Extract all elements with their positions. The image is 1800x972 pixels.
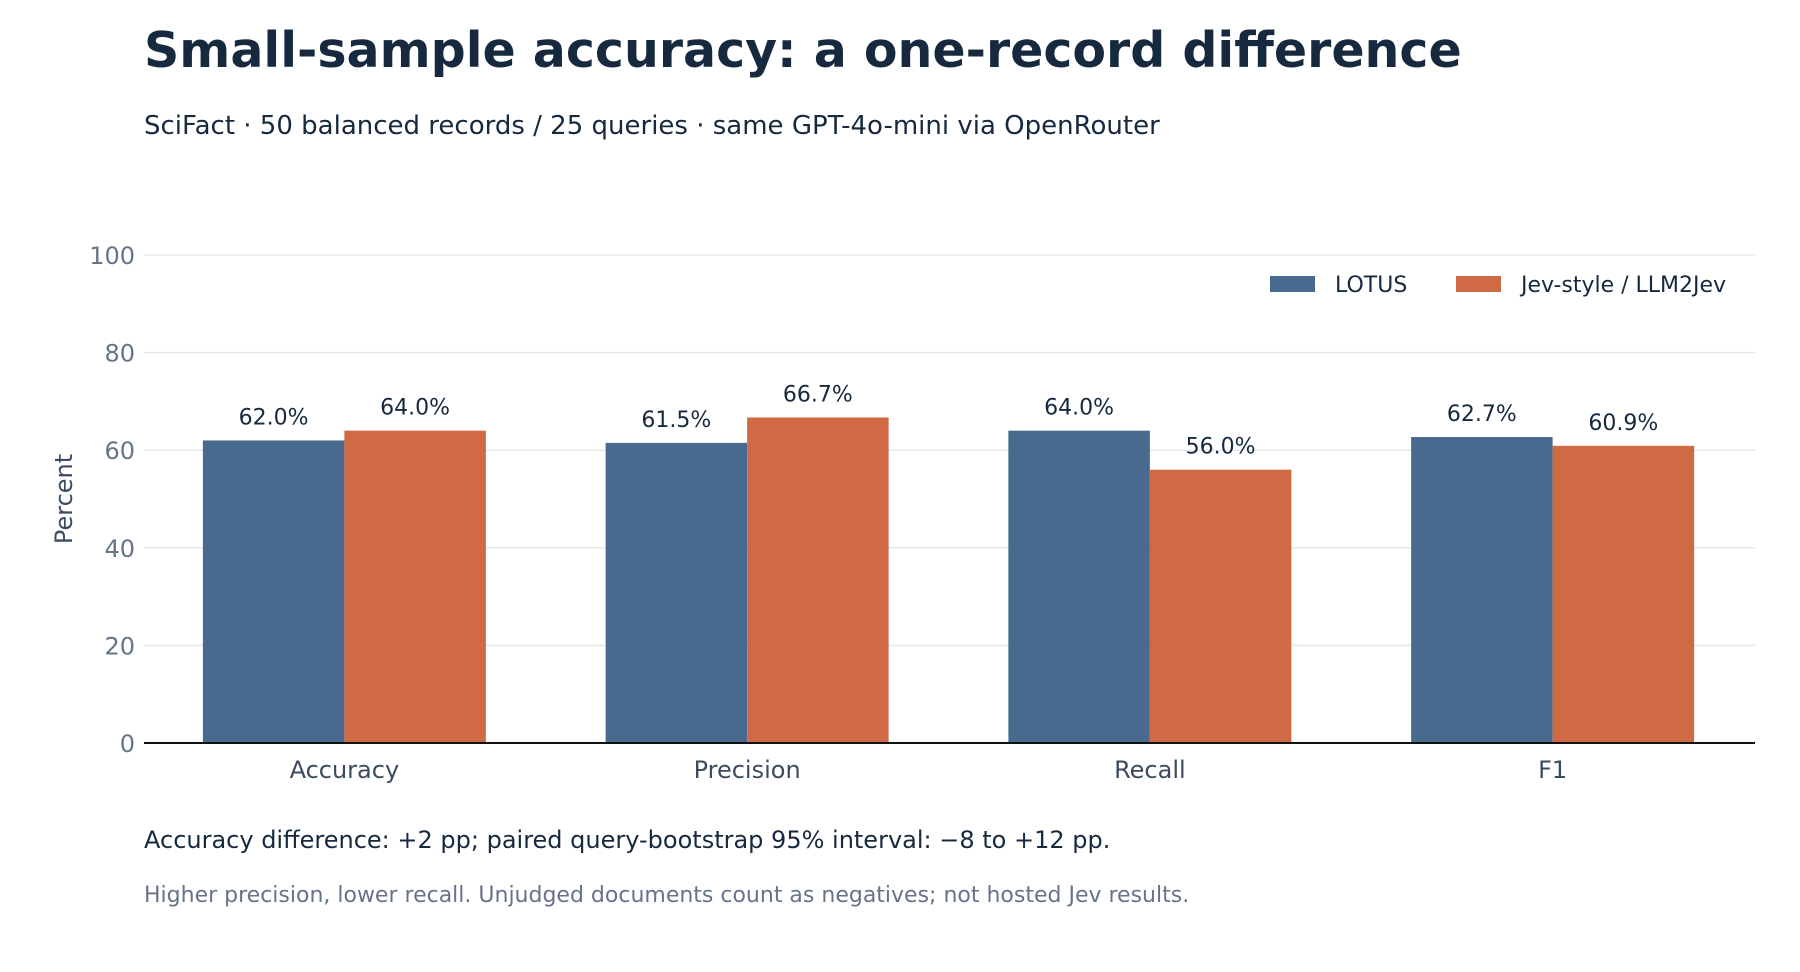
x-tick-label: Accuracy bbox=[290, 756, 400, 784]
bar bbox=[202, 440, 345, 743]
bars bbox=[202, 417, 1695, 743]
accuracy-difference-note: Accuracy difference: +2 pp; paired query… bbox=[144, 826, 1111, 854]
y-axis-label: Percent bbox=[50, 454, 78, 544]
chart-title: Small-sample accuracy: a one-record diff… bbox=[144, 22, 1462, 79]
y-tick-label: 80 bbox=[104, 340, 135, 368]
bar bbox=[1411, 437, 1553, 743]
chart-subtitle: SciFact · 50 balanced records / 25 queri… bbox=[144, 111, 1160, 141]
caveat-note: Higher precision, lower recall. Unjudged… bbox=[144, 883, 1190, 908]
bar bbox=[1149, 469, 1292, 743]
y-tick-label: 20 bbox=[104, 632, 135, 660]
legend-swatch bbox=[1270, 276, 1315, 292]
bar-value-label: 56.0% bbox=[1186, 435, 1256, 460]
bar-value-labels: 62.0% 64.0% 61.5% 66.7% 64.0% 56.0% 62.7% 60.9% bbox=[239, 383, 1659, 460]
y-tick-label: 0 bbox=[120, 730, 135, 758]
legend: LOTUS Jev-style / LLM2Jev bbox=[1270, 273, 1726, 298]
x-axis-ticks: Accuracy Precision Recall F1 bbox=[290, 756, 1568, 784]
bar bbox=[1552, 445, 1695, 743]
y-tick-label: 100 bbox=[89, 242, 135, 270]
bar-value-label: 64.0% bbox=[1044, 396, 1114, 421]
bar-value-label: 62.0% bbox=[239, 405, 309, 430]
bar bbox=[344, 430, 486, 743]
bar-value-label: 66.7% bbox=[783, 383, 853, 408]
bar bbox=[1008, 430, 1150, 743]
x-tick-label: F1 bbox=[1538, 756, 1567, 784]
y-axis-ticks: 0 20 40 60 80 100 bbox=[89, 242, 135, 758]
bar bbox=[605, 442, 748, 743]
bar-value-label: 62.7% bbox=[1447, 402, 1517, 427]
legend-swatch bbox=[1456, 276, 1501, 292]
legend-label: Jev-style / LLM2Jev bbox=[1519, 273, 1726, 298]
y-tick-label: 60 bbox=[104, 437, 135, 465]
bar-value-label: 61.5% bbox=[641, 408, 711, 433]
bar-value-label: 60.9% bbox=[1588, 411, 1658, 436]
x-tick-label: Recall bbox=[1114, 756, 1186, 784]
legend-label: LOTUS bbox=[1335, 273, 1407, 298]
x-tick-label: Precision bbox=[694, 756, 801, 784]
bar-value-label: 64.0% bbox=[380, 396, 450, 421]
y-tick-label: 40 bbox=[104, 535, 135, 563]
bar bbox=[747, 417, 889, 743]
